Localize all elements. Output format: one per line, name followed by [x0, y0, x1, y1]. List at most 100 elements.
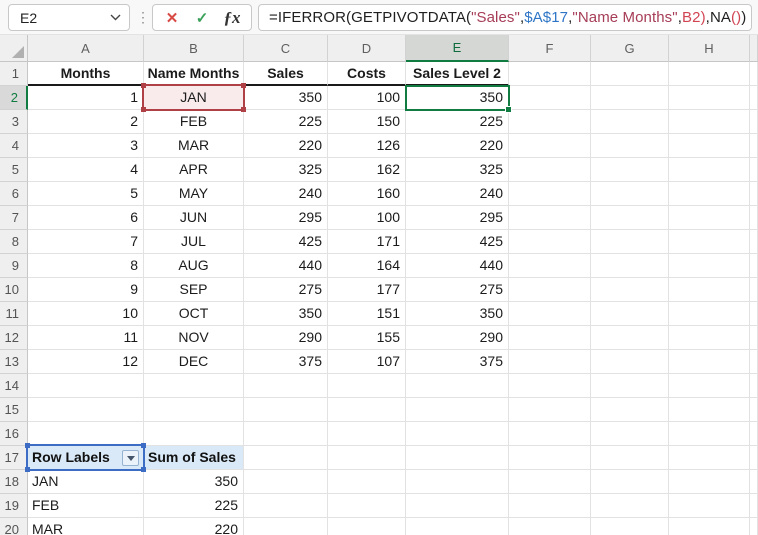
row-header-1[interactable]: 1 — [0, 62, 28, 86]
cell-D6[interactable]: 160 — [328, 182, 406, 206]
cell-H20[interactable] — [669, 518, 750, 535]
cell-B3[interactable]: FEB — [144, 110, 244, 134]
cell-H17[interactable] — [669, 446, 750, 470]
cell-C6[interactable]: 240 — [244, 182, 328, 206]
cell-F10[interactable] — [509, 278, 591, 302]
cell-D8[interactable]: 171 — [328, 230, 406, 254]
cell-H4[interactable] — [669, 134, 750, 158]
row-header-5[interactable]: 5 — [0, 158, 28, 182]
cell-B13[interactable]: DEC — [144, 350, 244, 374]
cell-E19[interactable] — [406, 494, 509, 518]
cell-G17[interactable] — [591, 446, 669, 470]
cell-C5[interactable]: 325 — [244, 158, 328, 182]
cell-C2[interactable]: 350 — [244, 86, 328, 110]
cell-B20[interactable]: 220 — [144, 518, 244, 535]
cell-C1[interactable]: Sales — [244, 62, 328, 86]
row-header-6[interactable]: 6 — [0, 182, 28, 206]
cell-B9[interactable]: AUG — [144, 254, 244, 278]
row-header-10[interactable]: 10 — [0, 278, 28, 302]
cell-D12[interactable]: 155 — [328, 326, 406, 350]
row-header-3[interactable]: 3 — [0, 110, 28, 134]
cell-H10[interactable] — [669, 278, 750, 302]
cell-H7[interactable] — [669, 206, 750, 230]
cell-A18[interactable]: JAN — [28, 470, 144, 494]
cell-H15[interactable] — [669, 398, 750, 422]
cell-E5[interactable]: 325 — [406, 158, 509, 182]
cell-C13[interactable]: 375 — [244, 350, 328, 374]
column-header-C[interactable]: C — [244, 35, 328, 62]
row-header-20[interactable]: 20 — [0, 518, 28, 535]
cell-G10[interactable] — [591, 278, 669, 302]
cell-E1[interactable]: Sales Level 2 — [406, 62, 509, 86]
cell-F6[interactable] — [509, 182, 591, 206]
cell-A16[interactable] — [28, 422, 144, 446]
cell-G7[interactable] — [591, 206, 669, 230]
cell-E16[interactable] — [406, 422, 509, 446]
cell-C10[interactable]: 275 — [244, 278, 328, 302]
cell-G3[interactable] — [591, 110, 669, 134]
cell-E12[interactable]: 290 — [406, 326, 509, 350]
cell-F16[interactable] — [509, 422, 591, 446]
cell-C9[interactable]: 440 — [244, 254, 328, 278]
row-header-7[interactable]: 7 — [0, 206, 28, 230]
cell-H5[interactable] — [669, 158, 750, 182]
cell-F17[interactable] — [509, 446, 591, 470]
row-header-2[interactable]: 2 — [0, 86, 28, 110]
cell-F3[interactable] — [509, 110, 591, 134]
cell-E11[interactable]: 350 — [406, 302, 509, 326]
cell-E4[interactable]: 220 — [406, 134, 509, 158]
cell-D5[interactable]: 162 — [328, 158, 406, 182]
cell-G6[interactable] — [591, 182, 669, 206]
cell-E20[interactable] — [406, 518, 509, 535]
cell-E9[interactable]: 440 — [406, 254, 509, 278]
select-all-button[interactable] — [0, 35, 28, 62]
cell-A13[interactable]: 12 — [28, 350, 144, 374]
cell-H3[interactable] — [669, 110, 750, 134]
cell-F7[interactable] — [509, 206, 591, 230]
cell-B12[interactable]: NOV — [144, 326, 244, 350]
cell-H9[interactable] — [669, 254, 750, 278]
cell-D11[interactable]: 151 — [328, 302, 406, 326]
cell-C3[interactable]: 225 — [244, 110, 328, 134]
cell-H13[interactable] — [669, 350, 750, 374]
cell-F15[interactable] — [509, 398, 591, 422]
cell-D7[interactable]: 100 — [328, 206, 406, 230]
cell-D17[interactable] — [328, 446, 406, 470]
cell-E13[interactable]: 375 — [406, 350, 509, 374]
cell-A9[interactable]: 8 — [28, 254, 144, 278]
cell-G5[interactable] — [591, 158, 669, 182]
cell-A15[interactable] — [28, 398, 144, 422]
cell-H14[interactable] — [669, 374, 750, 398]
enter-icon[interactable]: ✓ — [195, 9, 209, 27]
cell-H16[interactable] — [669, 422, 750, 446]
cell-E7[interactable]: 295 — [406, 206, 509, 230]
cell-H18[interactable] — [669, 470, 750, 494]
fill-handle[interactable] — [505, 106, 512, 113]
cell-E15[interactable] — [406, 398, 509, 422]
row-header-18[interactable]: 18 — [0, 470, 28, 494]
row-header-9[interactable]: 9 — [0, 254, 28, 278]
row-header-12[interactable]: 12 — [0, 326, 28, 350]
cell-G14[interactable] — [591, 374, 669, 398]
row-header-8[interactable]: 8 — [0, 230, 28, 254]
cell-G15[interactable] — [591, 398, 669, 422]
cell-D9[interactable]: 164 — [328, 254, 406, 278]
cell-F18[interactable] — [509, 470, 591, 494]
cell-D10[interactable]: 177 — [328, 278, 406, 302]
cell-D18[interactable] — [328, 470, 406, 494]
cell-D14[interactable] — [328, 374, 406, 398]
cell-E17[interactable] — [406, 446, 509, 470]
cell-C7[interactable]: 295 — [244, 206, 328, 230]
formula-bar[interactable]: =IFERROR(GETPIVOTDATA("Sales",$A$17,"Nam… — [258, 4, 752, 31]
cell-F19[interactable] — [509, 494, 591, 518]
cell-A5[interactable]: 4 — [28, 158, 144, 182]
cell-H8[interactable] — [669, 230, 750, 254]
cell-B7[interactable]: JUN — [144, 206, 244, 230]
column-header-G[interactable]: G — [591, 35, 669, 62]
column-header-D[interactable]: D — [328, 35, 406, 62]
cell-G11[interactable] — [591, 302, 669, 326]
cell-G8[interactable] — [591, 230, 669, 254]
cell-B19[interactable]: 225 — [144, 494, 244, 518]
cell-B17[interactable]: Sum of Sales — [144, 446, 244, 470]
row-header-15[interactable]: 15 — [0, 398, 28, 422]
